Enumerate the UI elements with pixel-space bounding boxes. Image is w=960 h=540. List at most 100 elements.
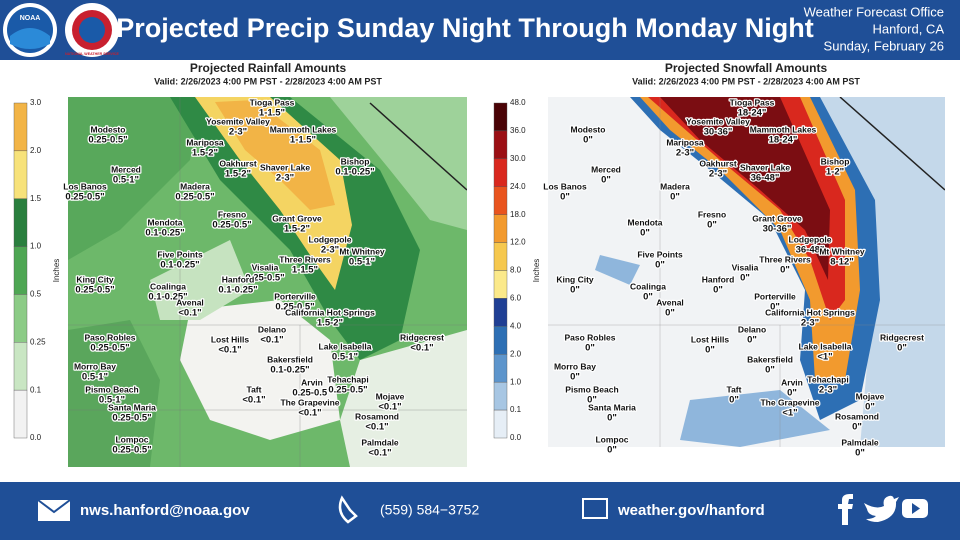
place-name: Hanford: [222, 274, 255, 284]
place-amount: 1-1.5": [292, 265, 318, 276]
place-amount: 0": [897, 343, 907, 354]
place-amount: 0": [740, 273, 750, 284]
noaa-wave: [10, 28, 50, 49]
place-amount: <0.1": [368, 448, 391, 459]
place-name: Hanford: [702, 274, 735, 284]
map-valid: Valid: 2/26/2023 4:00 PM PST - 2/28/2023…: [632, 76, 860, 86]
place-name: Bakersfield: [267, 354, 313, 364]
place-amount: 0.1-0.25": [148, 292, 187, 303]
place-name: Ridgecrest: [400, 332, 444, 342]
place-amount: 2-3": [676, 148, 694, 159]
place-amount: 30-36": [763, 224, 792, 235]
place-name: Lodgepole: [789, 234, 832, 244]
colorbar-label: 18.0: [510, 210, 526, 219]
place-name: Five Points: [637, 249, 683, 259]
place-name: Santa Maria: [108, 402, 156, 412]
place-amount: 0": [787, 388, 797, 399]
place-amount: 1-1.5": [290, 135, 316, 146]
colorbar-segment: [493, 158, 508, 187]
place-amount: <0.1": [365, 422, 388, 433]
place-name: Lake Isabella: [319, 341, 372, 351]
place-name: Palmdale: [361, 437, 399, 447]
place-amount: 0": [770, 302, 780, 313]
colorbar-segment: [493, 381, 508, 411]
place-name: Delano: [738, 324, 766, 334]
unit-label: Inches: [532, 259, 541, 283]
place-amount: 0": [585, 343, 595, 354]
colorbar-label: 12.0: [510, 238, 526, 247]
twitter-icon[interactable]: [864, 495, 899, 522]
place-amount: 36-48": [751, 173, 780, 184]
place-amount: 1.5-2": [225, 169, 251, 180]
place-amount: <0.1": [218, 345, 241, 356]
place-name: Santa Maria: [588, 402, 636, 412]
place-name: Palmdale: [841, 437, 879, 447]
colorbar-segment: [493, 186, 508, 215]
colorbar-label: 1.0: [510, 377, 522, 386]
place-amount: 0.5-1": [99, 395, 125, 406]
place-amount: 0.5-1": [332, 352, 358, 363]
place-amount: <0.1": [298, 408, 321, 419]
map-valid: Valid: 2/26/2023 4:00 PM PST - 2/28/2023…: [154, 76, 382, 86]
place-amount: <0.1": [242, 395, 265, 406]
colorbar-segment: [493, 326, 508, 355]
place-name: Porterville: [274, 291, 316, 301]
email-icon-flap: [37, 499, 71, 514]
place-amount: 1.5-2": [192, 148, 218, 159]
place-name: Mariposa: [666, 137, 704, 147]
colorbar-segment: [493, 409, 508, 439]
place-amount: 0.25-0.5": [275, 302, 314, 313]
colorbar-segment: [13, 294, 28, 343]
place-amount: 0": [570, 285, 580, 296]
nws-logo-inner: [79, 17, 105, 43]
place-amount: 18-24": [769, 135, 798, 146]
place-name: Tehachapi: [807, 374, 848, 384]
place-name: Rosamond: [835, 411, 879, 421]
place-name: Lost Hills: [211, 334, 250, 344]
phone-icon: [338, 495, 358, 524]
place-name: Bakersfield: [747, 354, 793, 364]
place-amount: 0": [601, 175, 611, 186]
website[interactable]: weather.gov/hanford: [617, 502, 765, 519]
place-amount: 0": [855, 448, 865, 459]
web-icon: [582, 498, 608, 519]
snow-map: [548, 97, 945, 447]
place-amount: 0.25-0.5": [212, 220, 251, 231]
phone[interactable]: (559) 584−3752: [380, 502, 479, 518]
colorbar-label: 1.0: [30, 242, 42, 251]
place-amount: 1-1.5": [259, 108, 285, 119]
place-amount: 2-3": [819, 385, 837, 396]
colorbar-label: 2.0: [510, 349, 522, 358]
colorbar-segment: [493, 270, 508, 299]
colorbar-label: 3.0: [30, 98, 42, 107]
place-amount: 0.25-0.5": [90, 343, 129, 354]
email[interactable]: nws.hanford@noaa.gov: [80, 502, 250, 519]
noaa-text: NOAA: [20, 15, 41, 22]
place-amount: 0": [665, 308, 675, 319]
place-amount: 0.25-0.5": [328, 385, 367, 396]
place-name: Mariposa: [186, 137, 224, 147]
place-amount: 18-24": [738, 108, 767, 119]
place-amount: 0.25-0.5": [88, 135, 127, 146]
place-amount: <1": [817, 352, 832, 363]
map-title: Projected Rainfall Amounts: [190, 61, 347, 75]
place-name: Bishop: [821, 156, 850, 166]
colorbar-label: 1.5: [30, 194, 42, 203]
unit-label: Inches: [52, 259, 61, 283]
colorbar-label: 0.0: [30, 433, 42, 442]
place-amount: 0.25-0.5": [75, 285, 114, 296]
place-name: The Grapevine: [280, 397, 339, 407]
place-name: California Hot Springs: [285, 307, 375, 317]
colorbar-label: 4.0: [510, 321, 522, 330]
place-name: Coalinga: [630, 281, 666, 291]
place-name: Three Rivers: [759, 254, 811, 264]
place-name: Shaver Lake: [260, 162, 310, 172]
place-amount: 0": [707, 220, 717, 231]
place-name: King City: [556, 274, 594, 284]
place-amount: 0": [607, 413, 617, 424]
facebook-icon[interactable]: [838, 494, 853, 525]
colorbar-label: 6.0: [510, 294, 522, 303]
place-amount: 0.25-0.5": [65, 192, 104, 203]
place-name: Five Points: [157, 249, 203, 259]
